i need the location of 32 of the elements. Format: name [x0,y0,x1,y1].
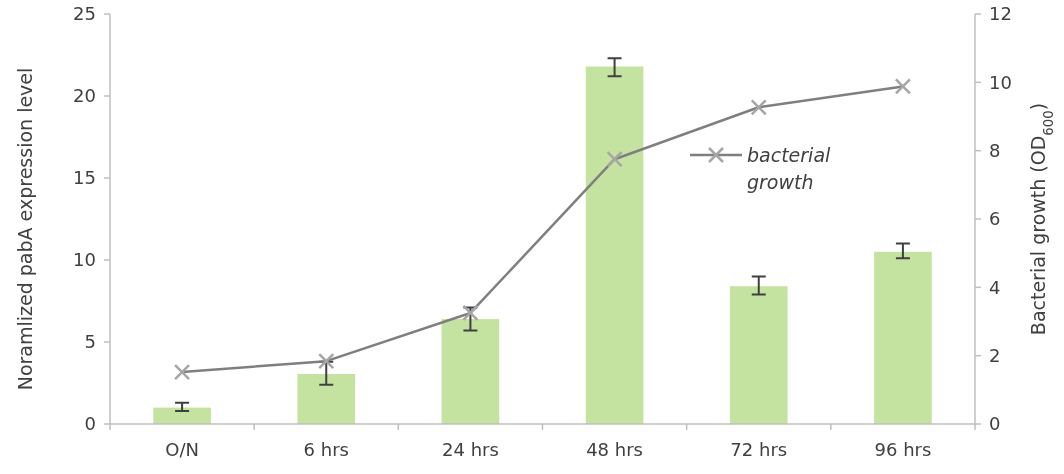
point [750,99,767,116]
y2-tick-label: 4 [989,276,1001,298]
point [606,150,623,168]
y-axis-title: Noramlized pabA expression level [14,67,36,391]
y-tick-label: 15 [73,167,96,189]
bar [729,286,788,424]
bar [297,373,356,424]
point [173,363,191,381]
x-tick-label: 72 hrs [730,439,788,460]
y2-tick-label: 8 [989,139,1001,161]
point [462,304,479,322]
bar [441,319,500,424]
bar [874,251,932,424]
y-tick-label: 20 [73,85,96,107]
legend-label: bacterial growth [747,143,832,194]
y2-tick-label: 6 [989,208,1001,230]
y-tick-label: 25 [73,3,96,25]
y2-tick-label: 12 [989,3,1012,25]
y2-tick-label: 2 [989,344,1001,366]
x-tick-label: O/N [165,439,199,460]
y-tick-label: 10 [73,249,96,271]
x-tick-label: 6 hrs [303,439,349,460]
bar [585,66,644,424]
y-tick-label: 5 [84,331,96,353]
x-tick-label: 96 hrs [874,439,932,460]
x-tick-label: 24 hrs [442,439,499,460]
point [318,352,335,370]
point [894,78,912,95]
y-tick-label: 0 [84,413,96,435]
x-tick-label: 48 hrs [586,439,643,460]
y2-tick-label: 10 [989,71,1012,93]
y2-tick-label: 0 [989,413,1001,435]
